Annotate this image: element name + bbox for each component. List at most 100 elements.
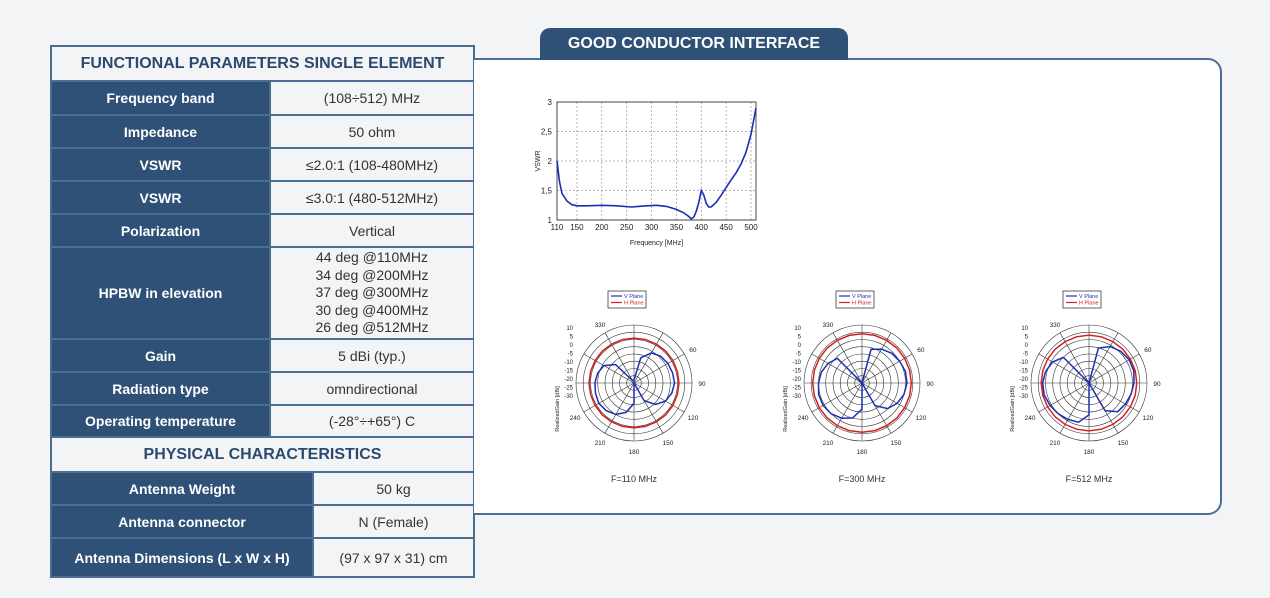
row-label: Radiation type [52,372,271,406]
table-row: VSWR ≤3.0:1 (480-512MHz) [52,181,473,215]
row-value: 50 ohm [270,115,473,149]
angle-label: 90 [926,381,934,388]
table-row: Operating temperature (-28°÷+65°) C [52,405,473,436]
physical-table: Antenna Weight 50 kg Antenna connector N (… [52,473,473,576]
polar-spoke [633,353,685,384]
polar-spoke [604,382,635,434]
angle-label: 60 [689,347,697,354]
x-tick-label: 400 [695,223,709,232]
y-axis-label: RealizedGain [dBi] [555,386,561,432]
y-tick-label: 3 [548,98,553,107]
y-axis-label: RealizedGain [dBi] [1010,386,1016,432]
table-row: Frequency band (108÷512) MHz [52,82,473,116]
angle-label: 330 [595,322,606,329]
polar-spoke [1088,382,1140,413]
polar-spoke [1088,332,1119,384]
vswr-series-line [556,107,757,220]
table-row: Impedance 50 ohm [52,115,473,149]
polar-spoke [861,332,892,384]
h-plane-line [1040,334,1138,432]
angle-label: 60 [1144,347,1152,354]
row-value: 50 kg [313,473,473,506]
y-axis-label: RealizedGain [dBi] [783,386,789,432]
h-plane-line [588,337,680,429]
radial-tick-label: -20 [564,377,573,383]
x-tick-label: 110 [551,223,564,232]
angle-label: 150 [891,440,902,447]
radial-tick-label: -25 [564,386,573,392]
x-tick-label: 450 [719,223,733,232]
angle-label: 120 [1142,415,1153,422]
x-tick-label: 150 [570,223,584,232]
hpbw-line: 34 deg @200MHz [315,266,429,283]
radial-tick-label: 5 [1025,335,1029,341]
radial-tick-label: -5 [1023,352,1029,358]
angle-label: 210 [823,440,834,447]
table-row: Gain 5 dBi (typ.) [52,339,473,373]
angle-label: 120 [687,415,698,422]
row-value: (97 x 97 x 31) cm [313,538,473,576]
row-label: Antenna Dimensions (L x W x H) [52,538,314,576]
radial-tick-label: -30 [792,394,801,400]
polar-spoke [811,382,863,413]
hpbw-line: 44 deg @110MHz [315,249,428,266]
physical-title: PHYSICAL CHARACTERISTICS [52,436,473,473]
radial-tick-label: -5 [568,352,574,358]
x-tick-label: 200 [595,223,609,232]
y-tick-label: 1,5 [541,187,553,196]
angle-label: 90 [698,381,706,388]
angle-label: 210 [595,440,606,447]
row-label: VSWR [52,181,271,215]
row-label: Polarization [52,214,271,248]
y-tick-label: 2,5 [541,128,553,137]
angle-label: 180 [1084,449,1095,456]
polar-spoke [832,382,863,434]
polar-spoke [1059,382,1090,434]
radial-tick-label: 5 [570,335,574,341]
functional-table: Frequency band (108÷512) MHz Impedance 50 … [52,82,473,436]
angle-label: 120 [915,415,926,422]
row-label: HPBW in elevation [52,247,271,340]
table-row: VSWR ≤2.0:1 (108-480MHz) [52,148,473,182]
spec-table: FUNCTIONAL PARAMETERS SINGLE ELEMENT Fre… [50,45,475,578]
legend-label: H Plane [1079,301,1099,307]
radial-tick-label: 5 [798,335,802,341]
angle-label: 150 [1118,440,1129,447]
hpbw-line: 30 deg @400MHz [315,301,429,318]
angle-label: 150 [663,440,674,447]
angle-label: 60 [917,347,925,354]
table-row: Polarization Vertical [52,214,473,248]
interface-panel [474,58,1222,515]
radial-tick-label: -15 [564,369,573,375]
radial-tick-label: -10 [564,360,573,366]
polar-spoke [583,353,635,384]
row-label: Impedance [52,115,271,149]
x-tick-label: 250 [620,223,634,232]
radial-tick-label: -20 [1019,377,1028,383]
row-value: N (Female) [313,505,473,539]
polar-spoke [861,382,913,413]
chart-caption: F=110 MHz [611,474,658,484]
polar-spoke [811,353,863,384]
angle-label: 240 [570,415,581,422]
row-value: ≤2.0:1 (108-480MHz) [270,148,473,182]
polar-spoke [604,332,635,384]
radial-tick-label: -25 [1019,386,1028,392]
row-label: VSWR [52,148,271,182]
radial-tick-label: 0 [1025,343,1029,349]
row-value: ≤3.0:1 (480-512MHz) [270,181,473,215]
radial-tick-label: 10 [794,326,801,332]
row-value: 5 dBi (typ.) [270,339,473,373]
functional-title: FUNCTIONAL PARAMETERS SINGLE ELEMENT [52,47,473,82]
radial-tick-label: -5 [796,352,802,358]
x-tick-label: 350 [670,223,684,232]
polar-spoke [832,332,863,384]
angle-label: 240 [1025,415,1036,422]
legend-box [1062,290,1102,309]
table-row: Antenna Dimensions (L x W x H) (97 x 97 x… [52,538,473,576]
h-plane-line [811,332,913,434]
row-label: Antenna Weight [52,473,314,506]
row-value: Vertical [270,214,473,248]
v-plane-line [817,348,908,419]
